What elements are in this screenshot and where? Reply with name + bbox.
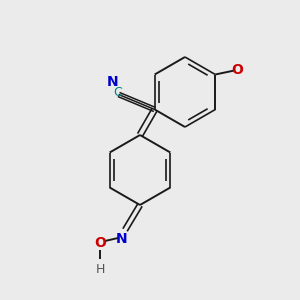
Text: O: O (94, 236, 106, 250)
Text: C: C (113, 86, 122, 99)
Text: H: H (95, 263, 105, 276)
Text: N: N (116, 232, 128, 246)
Text: O: O (231, 62, 243, 76)
Text: N: N (107, 74, 118, 88)
